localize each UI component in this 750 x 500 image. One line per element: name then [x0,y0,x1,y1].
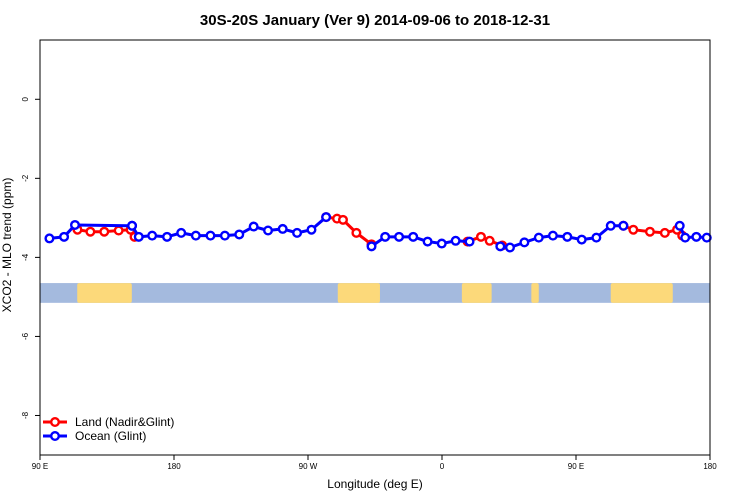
data-point [69,219,80,230]
data-point [436,238,447,249]
data-point [618,220,629,231]
series-layer [44,212,712,253]
data-point [475,231,486,242]
series-land [72,212,688,251]
data-point [248,221,259,232]
plot-frame [39,39,711,456]
data-point [380,231,391,242]
data-point [691,231,702,242]
data-point [219,230,230,241]
y-tick-label: -6 [21,332,30,340]
data-point [351,227,362,238]
data-point [263,225,274,236]
data-point [190,230,201,241]
data-point [337,214,348,225]
data-point [176,227,187,238]
data-point [234,229,245,240]
x-tick-label: 90 E [32,462,48,471]
data-point [292,227,303,238]
data-point [576,234,587,245]
data-point [450,235,461,246]
chart-title: 30S-20S January (Ver 9) 2014-09-06 to 20… [200,12,550,29]
x-tick-label: 90 E [568,462,584,471]
data-point [113,225,124,236]
y-tick-label: -2 [21,174,30,182]
data-point [394,231,405,242]
y-axis-label: XCO2 - MLO trend (ppm) [0,178,14,313]
x-tick-label: 90 W [299,462,318,471]
data-point [659,227,670,238]
data-point [628,224,639,235]
data-point [147,230,158,241]
data-point [495,241,506,252]
data-point [99,226,110,237]
data-point [127,220,138,231]
y-axis: 0 -2 -4 -6 -8 [21,97,40,419]
legend-label: Ocean (Glint) [75,429,146,443]
data-point [44,233,55,244]
data-point [591,232,602,243]
legend-marker [50,431,61,442]
data-point [408,231,419,242]
land-segment [337,283,380,303]
data-point [562,231,573,242]
data-point [519,237,530,248]
data-point [85,226,96,237]
data-point [644,226,655,237]
data-point [366,241,377,252]
land-segment [77,283,132,303]
data-point [605,220,616,231]
x-axis: 90 E 180 90 W 0 90 E 180 [32,455,717,471]
x-tick-label: 0 [440,462,445,471]
y-tick-label: -8 [21,411,30,419]
data-point [701,232,712,243]
x-axis-label: Longitude (deg E) [327,477,422,491]
series-line [47,223,134,240]
series-line [678,224,709,240]
series-line [498,224,625,249]
data-point [547,230,558,241]
data-point [59,231,70,242]
land-segment [531,283,539,303]
data-point [680,232,691,243]
y-tick-label: 0 [21,97,30,102]
data-point [133,231,144,242]
data-point [205,230,216,241]
y-tick-label: -4 [21,253,30,261]
legend-label: Land (Nadir&Glint) [75,415,174,429]
data-point [484,235,495,246]
data-point [533,232,544,243]
series-ocean [44,212,712,253]
x-tick-label: 180 [703,462,717,471]
data-point [674,220,685,231]
legend-marker [50,417,61,428]
data-point [504,242,515,253]
land-mask-band [40,283,710,303]
data-point [464,236,475,247]
legend: Land (Nadir&Glint)Ocean (Glint) [43,415,174,443]
data-point [162,231,173,242]
land-segment [461,283,492,303]
land-segment [610,283,673,303]
data-point [277,223,288,234]
data-point [321,212,332,223]
data-point [422,236,433,247]
x-tick-label: 180 [167,462,181,471]
data-point [306,224,317,235]
